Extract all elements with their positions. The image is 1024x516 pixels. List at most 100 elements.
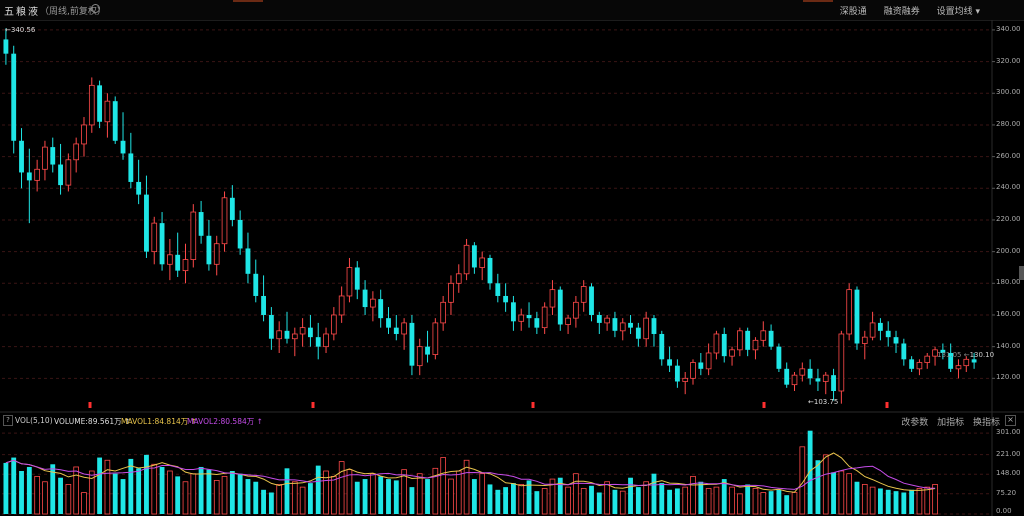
- mavol2-label: MAVOL2:80.584万 ↑: [187, 416, 263, 427]
- hk-connect-button[interactable]: 深股通: [839, 7, 867, 17]
- candle-body: [463, 244, 470, 275]
- candle-body: [721, 333, 727, 357]
- volume-bar: [659, 483, 665, 514]
- candle-body: [776, 346, 782, 369]
- volume-bar: [854, 481, 860, 514]
- volume-bar: [768, 491, 774, 514]
- help-icon[interactable]: ?: [3, 415, 13, 426]
- candle-body: [565, 317, 571, 325]
- ma-settings-button[interactable]: 设置均线 ▾: [937, 7, 980, 17]
- volume-bar: [229, 471, 235, 514]
- volume-bar: [503, 487, 509, 514]
- volume-tick-label: 148.00: [996, 469, 1021, 478]
- volume-indicator-name[interactable]: VOL(5,10): [15, 416, 53, 425]
- mavol2-value: MAVOL2:80.584万: [187, 417, 255, 426]
- volume-bar: [3, 462, 9, 514]
- arrow-up-icon: ↑: [190, 417, 197, 426]
- volume-bar: [573, 473, 579, 515]
- candle-body: [495, 283, 501, 296]
- volume-bar: [104, 459, 111, 515]
- volume-bar: [448, 478, 454, 515]
- volume-bar: [261, 489, 266, 514]
- volume-bar: [190, 473, 197, 515]
- volume-bar: [831, 472, 836, 514]
- volume-panel-header: ? VOL(5,10) VOLUME:89.561万 ↑ MAVOL1:84.8…: [0, 413, 1024, 428]
- candle-body: [128, 153, 134, 182]
- volume-bar: [455, 470, 462, 515]
- candle-body: [948, 352, 954, 369]
- candle-body: [831, 375, 836, 391]
- volume-bar: [370, 473, 376, 515]
- margin-trading-button[interactable]: 融资融券: [883, 7, 920, 17]
- candle-body: [175, 254, 181, 271]
- chevron-down-icon: ▾: [975, 7, 980, 17]
- candle-body: [167, 254, 173, 265]
- candle-body: [409, 322, 415, 366]
- volume-bar: [253, 481, 259, 514]
- settings-gear-icon[interactable]: [91, 4, 100, 13]
- low-price-value: 103.75: [813, 398, 839, 406]
- volume-bar: [737, 493, 743, 515]
- switch-indicator-button[interactable]: 换指标: [972, 418, 1000, 428]
- volume-bar: [565, 486, 571, 515]
- candle-body: [909, 359, 915, 369]
- volume-bar: [425, 479, 430, 514]
- candle-body: [479, 257, 486, 268]
- candle-body: [50, 147, 56, 165]
- candle-body: [885, 330, 891, 338]
- candle-body: [144, 194, 149, 252]
- volume-tick-label: 301.00: [996, 428, 1021, 437]
- candle-body: [963, 358, 970, 367]
- volume-bar: [159, 466, 165, 514]
- volume-bar: [331, 475, 337, 515]
- volume-value-label: VOLUME:89.561万 ↑: [54, 416, 130, 427]
- edit-params-button[interactable]: 改参数: [901, 418, 929, 428]
- candle-body: [65, 159, 72, 186]
- volume-bar: [893, 491, 899, 514]
- event-marker: [762, 402, 766, 408]
- volume-bar: [511, 483, 516, 514]
- volume-bar: [88, 470, 95, 515]
- volume-bar: [136, 468, 142, 514]
- volume-bar: [81, 492, 87, 515]
- candle-body: [698, 362, 704, 369]
- volume-bar: [877, 488, 883, 514]
- add-indicator-button[interactable]: 加指标: [937, 418, 965, 428]
- volume-bar: [299, 486, 306, 515]
- ma-settings-label: 设置均线: [936, 7, 973, 17]
- volume-bar: [393, 480, 399, 514]
- close-icon[interactable]: ×: [1005, 415, 1016, 426]
- volume-bar: [245, 479, 251, 514]
- volume-bar: [495, 489, 501, 514]
- candle-body: [213, 243, 220, 265]
- high-price-value: 340.56: [10, 26, 36, 34]
- candle-body: [846, 289, 852, 335]
- price-tick-label: 300.00: [996, 88, 1021, 97]
- candle-body: [503, 295, 509, 303]
- scrollbar-handle[interactable]: [1019, 266, 1024, 280]
- candle-body: [182, 259, 189, 272]
- volume-bar: [346, 469, 353, 515]
- volume-bar: [885, 489, 891, 514]
- candle-body: [932, 349, 938, 357]
- volume-bar: [909, 489, 915, 514]
- candle-body: [299, 327, 306, 335]
- tab-indicator: [233, 0, 263, 2]
- candle-body: [370, 298, 376, 308]
- candle-body: [869, 322, 876, 338]
- candle-body: [401, 322, 407, 335]
- candle-body: [416, 346, 423, 367]
- candle-body: [455, 273, 462, 284]
- volume-bar: [471, 479, 477, 514]
- mavol1-value: MAVOL1:84.814万: [121, 417, 189, 426]
- event-marker: [88, 402, 92, 408]
- volume-bar: [73, 466, 79, 515]
- candle-body: [651, 318, 657, 334]
- volume-bar: [128, 458, 134, 514]
- volume-bar: [42, 481, 48, 515]
- volume-bar: [221, 475, 228, 515]
- candle-body: [534, 318, 540, 328]
- candle-body: [19, 140, 24, 173]
- volume-bar: [307, 483, 313, 514]
